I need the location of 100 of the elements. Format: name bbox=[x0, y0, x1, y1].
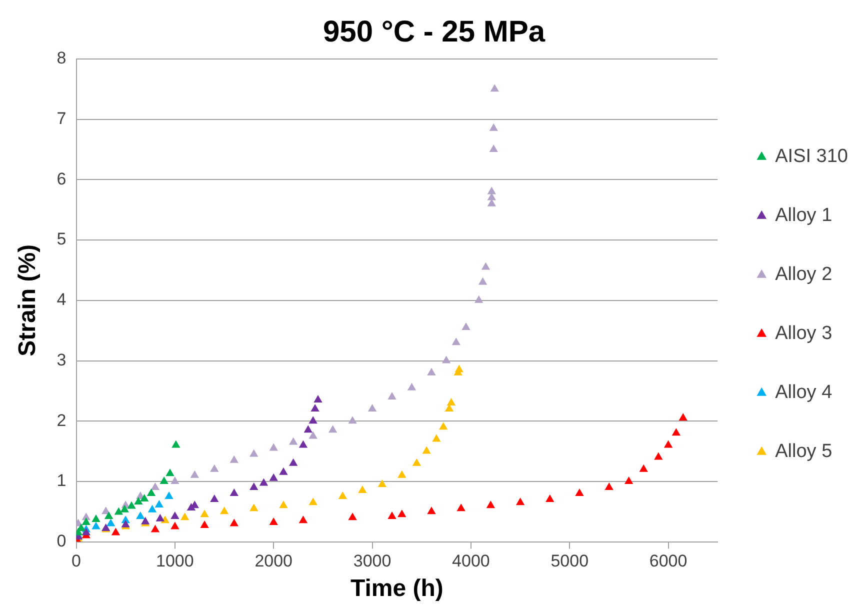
point bbox=[368, 404, 377, 412]
x-tick-label: 1000 bbox=[156, 552, 194, 571]
point bbox=[654, 452, 663, 460]
y-tick-label: 4 bbox=[56, 290, 66, 310]
point bbox=[164, 492, 174, 500]
y-tick-label: 1 bbox=[56, 471, 66, 490]
point bbox=[338, 492, 347, 500]
point bbox=[92, 514, 100, 522]
y-tick-label: 5 bbox=[56, 230, 66, 249]
point bbox=[398, 470, 406, 478]
x-axis-title: Time (h) bbox=[350, 575, 444, 602]
point bbox=[120, 504, 129, 512]
point bbox=[127, 501, 136, 509]
point bbox=[269, 473, 278, 481]
point bbox=[140, 494, 149, 502]
point bbox=[348, 512, 357, 520]
point bbox=[308, 498, 318, 506]
point bbox=[378, 479, 386, 487]
point bbox=[308, 431, 318, 439]
point bbox=[111, 528, 120, 536]
point bbox=[427, 368, 436, 376]
point bbox=[250, 504, 258, 512]
point bbox=[190, 470, 199, 478]
point bbox=[269, 517, 278, 525]
point bbox=[546, 494, 554, 502]
point bbox=[489, 123, 498, 131]
point bbox=[489, 144, 498, 152]
point bbox=[328, 425, 338, 433]
point bbox=[172, 440, 180, 448]
point bbox=[487, 186, 496, 194]
point bbox=[481, 262, 490, 270]
point bbox=[407, 382, 416, 390]
point bbox=[398, 510, 406, 518]
point bbox=[358, 486, 367, 494]
point bbox=[200, 510, 209, 518]
point bbox=[462, 322, 470, 330]
point bbox=[289, 437, 298, 445]
x-tick-label: 6000 bbox=[649, 552, 688, 571]
point bbox=[279, 500, 288, 508]
point bbox=[279, 467, 288, 475]
point bbox=[230, 518, 238, 526]
point bbox=[678, 413, 688, 421]
point bbox=[250, 482, 258, 490]
y-axis-title: Strain (%) bbox=[14, 244, 42, 356]
point bbox=[298, 440, 308, 448]
point bbox=[438, 422, 448, 430]
legend-label: Alloy 2 bbox=[775, 264, 832, 286]
point bbox=[136, 511, 145, 519]
point bbox=[220, 506, 229, 514]
point bbox=[310, 404, 320, 412]
point bbox=[456, 504, 466, 512]
point bbox=[490, 84, 499, 92]
x-tick-label: 0 bbox=[72, 552, 81, 571]
point bbox=[314, 394, 322, 402]
y-tick-label: 3 bbox=[56, 350, 66, 370]
legend-label: Alloy 1 bbox=[775, 205, 832, 226]
y-tick-label: 7 bbox=[56, 109, 66, 128]
point bbox=[412, 458, 421, 466]
point bbox=[664, 440, 673, 448]
point bbox=[298, 516, 308, 524]
point bbox=[259, 478, 268, 486]
point bbox=[150, 482, 160, 490]
point bbox=[150, 524, 160, 532]
point bbox=[474, 295, 484, 303]
x-tick-label: 4000 bbox=[452, 552, 490, 571]
point bbox=[639, 464, 648, 472]
point bbox=[146, 488, 156, 496]
point bbox=[180, 512, 190, 520]
point bbox=[114, 507, 124, 515]
point bbox=[348, 416, 357, 424]
point bbox=[200, 520, 209, 528]
point bbox=[210, 494, 219, 502]
point bbox=[478, 277, 488, 285]
y-tick-label: 2 bbox=[56, 410, 66, 430]
point bbox=[604, 482, 614, 490]
point bbox=[156, 514, 164, 522]
point bbox=[230, 488, 238, 496]
point bbox=[452, 338, 460, 346]
point bbox=[250, 449, 258, 457]
point bbox=[160, 476, 168, 484]
point bbox=[134, 496, 143, 504]
point bbox=[427, 506, 436, 514]
point bbox=[170, 522, 180, 530]
point bbox=[166, 468, 174, 476]
point bbox=[106, 518, 116, 526]
point bbox=[486, 500, 496, 508]
point bbox=[82, 517, 90, 525]
point bbox=[304, 425, 312, 433]
legend-label: AISI 310 bbox=[775, 146, 848, 168]
point bbox=[454, 364, 464, 372]
legend-label: Alloy 3 bbox=[775, 323, 832, 344]
point bbox=[672, 428, 681, 436]
point bbox=[210, 464, 219, 472]
y-tick-label: 6 bbox=[56, 169, 66, 188]
point bbox=[269, 443, 278, 451]
point bbox=[104, 511, 114, 519]
point bbox=[148, 504, 157, 512]
point bbox=[624, 476, 634, 484]
point bbox=[432, 434, 441, 442]
point bbox=[289, 458, 298, 466]
